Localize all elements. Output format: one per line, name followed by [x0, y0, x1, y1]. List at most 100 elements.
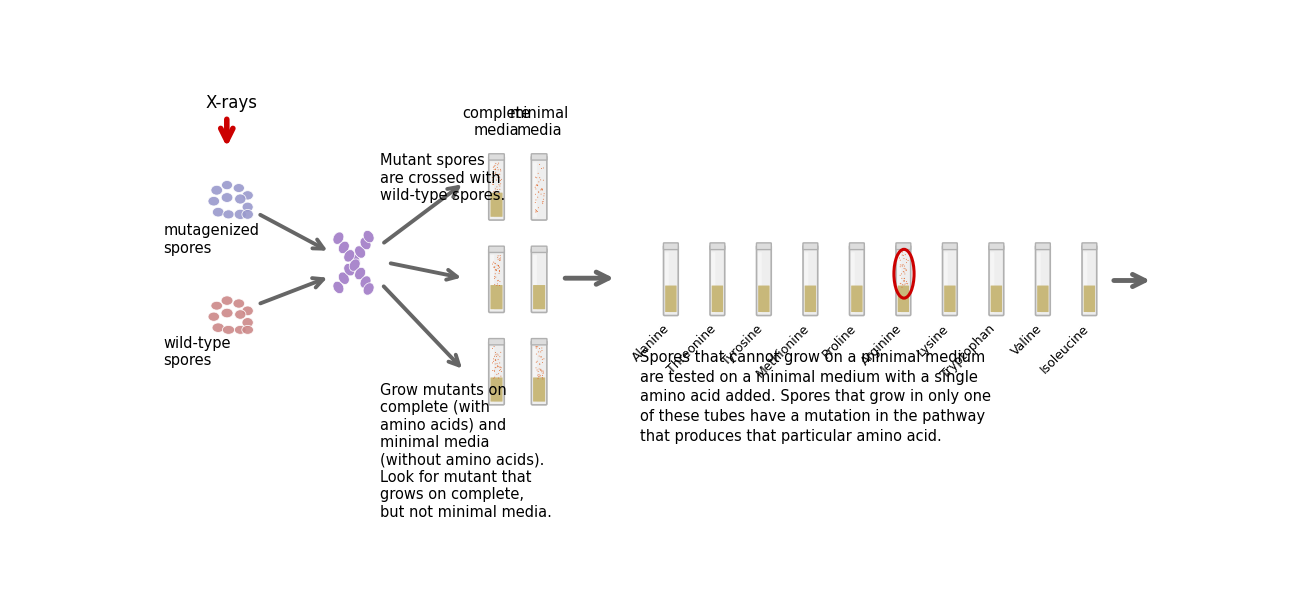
- Text: Methionine: Methionine: [754, 322, 812, 381]
- Ellipse shape: [235, 194, 246, 204]
- FancyBboxPatch shape: [532, 246, 547, 252]
- FancyBboxPatch shape: [491, 285, 503, 309]
- Ellipse shape: [338, 241, 349, 253]
- FancyBboxPatch shape: [803, 243, 818, 250]
- FancyBboxPatch shape: [1081, 243, 1097, 250]
- Ellipse shape: [234, 209, 247, 220]
- Ellipse shape: [222, 325, 235, 335]
- Text: Alanine: Alanine: [631, 322, 673, 364]
- FancyBboxPatch shape: [712, 286, 724, 312]
- Ellipse shape: [221, 309, 232, 318]
- FancyBboxPatch shape: [849, 246, 865, 316]
- FancyBboxPatch shape: [759, 286, 769, 312]
- FancyBboxPatch shape: [990, 252, 994, 313]
- Ellipse shape: [343, 250, 355, 262]
- Ellipse shape: [221, 192, 232, 203]
- FancyBboxPatch shape: [490, 255, 494, 310]
- Text: Mutant spores
are crossed with
wild-type spores.: Mutant spores are crossed with wild-type…: [380, 154, 505, 203]
- Text: Threonine: Threonine: [665, 322, 718, 376]
- Ellipse shape: [208, 312, 219, 321]
- Ellipse shape: [242, 325, 253, 335]
- FancyBboxPatch shape: [852, 252, 855, 313]
- FancyBboxPatch shape: [488, 156, 504, 220]
- FancyBboxPatch shape: [532, 341, 547, 405]
- FancyBboxPatch shape: [532, 156, 547, 220]
- Text: Tryptophan: Tryptophan: [939, 322, 998, 381]
- Ellipse shape: [210, 185, 222, 195]
- Text: Tyrosine: Tyrosine: [720, 322, 765, 367]
- FancyBboxPatch shape: [804, 286, 816, 312]
- Ellipse shape: [223, 210, 234, 219]
- Ellipse shape: [242, 209, 253, 219]
- Ellipse shape: [349, 254, 360, 267]
- Ellipse shape: [363, 231, 374, 243]
- Ellipse shape: [333, 281, 343, 293]
- FancyBboxPatch shape: [491, 378, 503, 402]
- Text: Isoleucine: Isoleucine: [1037, 322, 1091, 376]
- FancyBboxPatch shape: [710, 246, 725, 316]
- Ellipse shape: [355, 267, 366, 280]
- Text: Grow mutants on
complete (with
amino acids) and
minimal media
(without amino aci: Grow mutants on complete (with amino aci…: [380, 383, 552, 520]
- FancyBboxPatch shape: [663, 243, 678, 250]
- FancyBboxPatch shape: [490, 347, 494, 402]
- FancyBboxPatch shape: [989, 246, 1004, 316]
- Text: minimal
media: minimal media: [509, 106, 568, 138]
- FancyBboxPatch shape: [532, 249, 547, 312]
- FancyBboxPatch shape: [491, 192, 503, 217]
- FancyBboxPatch shape: [1084, 286, 1096, 312]
- FancyBboxPatch shape: [989, 243, 1004, 250]
- FancyBboxPatch shape: [1036, 243, 1050, 250]
- Ellipse shape: [210, 301, 222, 310]
- FancyBboxPatch shape: [490, 163, 494, 217]
- FancyBboxPatch shape: [896, 243, 910, 250]
- FancyBboxPatch shape: [533, 163, 537, 217]
- FancyBboxPatch shape: [897, 252, 901, 313]
- FancyBboxPatch shape: [488, 249, 504, 312]
- Ellipse shape: [343, 264, 355, 276]
- Ellipse shape: [222, 180, 232, 190]
- Ellipse shape: [360, 276, 371, 288]
- FancyBboxPatch shape: [943, 243, 957, 250]
- FancyBboxPatch shape: [897, 286, 909, 312]
- Ellipse shape: [242, 318, 253, 327]
- FancyBboxPatch shape: [1037, 252, 1041, 313]
- FancyBboxPatch shape: [665, 252, 669, 313]
- FancyBboxPatch shape: [488, 154, 504, 160]
- Ellipse shape: [212, 323, 225, 332]
- Text: X-rays: X-rays: [206, 94, 257, 113]
- Text: Lysine: Lysine: [914, 322, 952, 359]
- FancyBboxPatch shape: [896, 246, 910, 316]
- FancyBboxPatch shape: [532, 154, 547, 160]
- Ellipse shape: [208, 197, 219, 206]
- FancyBboxPatch shape: [488, 246, 504, 252]
- Text: mutagenized
spores: mutagenized spores: [163, 223, 260, 256]
- FancyBboxPatch shape: [1037, 286, 1049, 312]
- Ellipse shape: [242, 191, 253, 200]
- Text: Arginine: Arginine: [859, 322, 905, 368]
- FancyBboxPatch shape: [944, 286, 956, 312]
- FancyBboxPatch shape: [804, 252, 808, 313]
- FancyBboxPatch shape: [710, 243, 725, 250]
- Ellipse shape: [234, 183, 244, 192]
- FancyBboxPatch shape: [756, 243, 772, 250]
- FancyBboxPatch shape: [488, 339, 504, 345]
- Ellipse shape: [221, 296, 232, 306]
- Ellipse shape: [232, 299, 244, 308]
- FancyBboxPatch shape: [757, 252, 761, 313]
- FancyBboxPatch shape: [533, 255, 537, 310]
- Ellipse shape: [360, 237, 371, 250]
- Ellipse shape: [235, 310, 246, 319]
- FancyBboxPatch shape: [803, 246, 818, 316]
- Ellipse shape: [333, 232, 343, 244]
- Ellipse shape: [355, 246, 366, 258]
- FancyBboxPatch shape: [533, 347, 537, 402]
- FancyBboxPatch shape: [488, 341, 504, 405]
- FancyBboxPatch shape: [944, 252, 948, 313]
- FancyBboxPatch shape: [663, 246, 678, 316]
- FancyBboxPatch shape: [756, 246, 772, 316]
- FancyBboxPatch shape: [852, 286, 862, 312]
- FancyBboxPatch shape: [1081, 246, 1097, 316]
- Text: Valine: Valine: [1008, 322, 1045, 358]
- Ellipse shape: [242, 306, 253, 316]
- Text: complete
media: complete media: [462, 106, 530, 138]
